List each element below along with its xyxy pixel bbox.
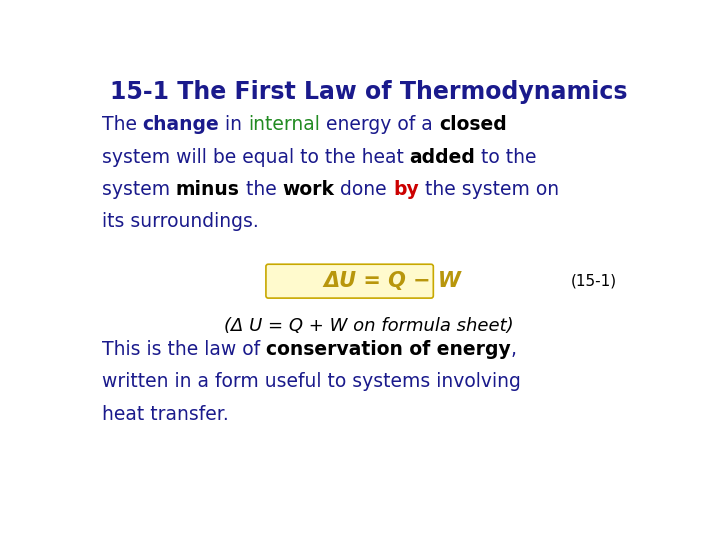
Text: in: in (220, 115, 248, 134)
Text: the: the (240, 180, 282, 199)
Text: (Δ U = Q + W on formula sheet): (Δ U = Q + W on formula sheet) (224, 318, 514, 335)
Text: minus: minus (176, 180, 240, 199)
Text: the system on: the system on (419, 180, 559, 199)
Text: closed: closed (439, 115, 507, 134)
Text: its surroundings.: its surroundings. (102, 212, 258, 231)
Text: written in a form useful to systems involving: written in a form useful to systems invo… (102, 373, 521, 392)
Text: change: change (143, 115, 220, 134)
FancyBboxPatch shape (266, 264, 433, 298)
Text: energy of a: energy of a (320, 115, 439, 134)
Text: system: system (102, 180, 176, 199)
Text: 15-1 The First Law of Thermodynamics: 15-1 The First Law of Thermodynamics (110, 80, 628, 104)
Text: ,: , (510, 340, 516, 359)
Text: ΔU = Q − W: ΔU = Q − W (323, 271, 462, 291)
Text: system will be equal to the heat: system will be equal to the heat (102, 147, 410, 166)
Text: to the: to the (475, 147, 537, 166)
Text: The: The (102, 115, 143, 134)
Text: (15-1): (15-1) (571, 274, 617, 289)
Text: This is the law of: This is the law of (102, 340, 266, 359)
Text: heat transfer.: heat transfer. (102, 405, 228, 424)
Text: conservation of energy: conservation of energy (266, 340, 510, 359)
Text: internal: internal (248, 115, 320, 134)
Text: work: work (282, 180, 334, 199)
Text: added: added (410, 147, 475, 166)
Text: done: done (334, 180, 393, 199)
Text: by: by (393, 180, 419, 199)
